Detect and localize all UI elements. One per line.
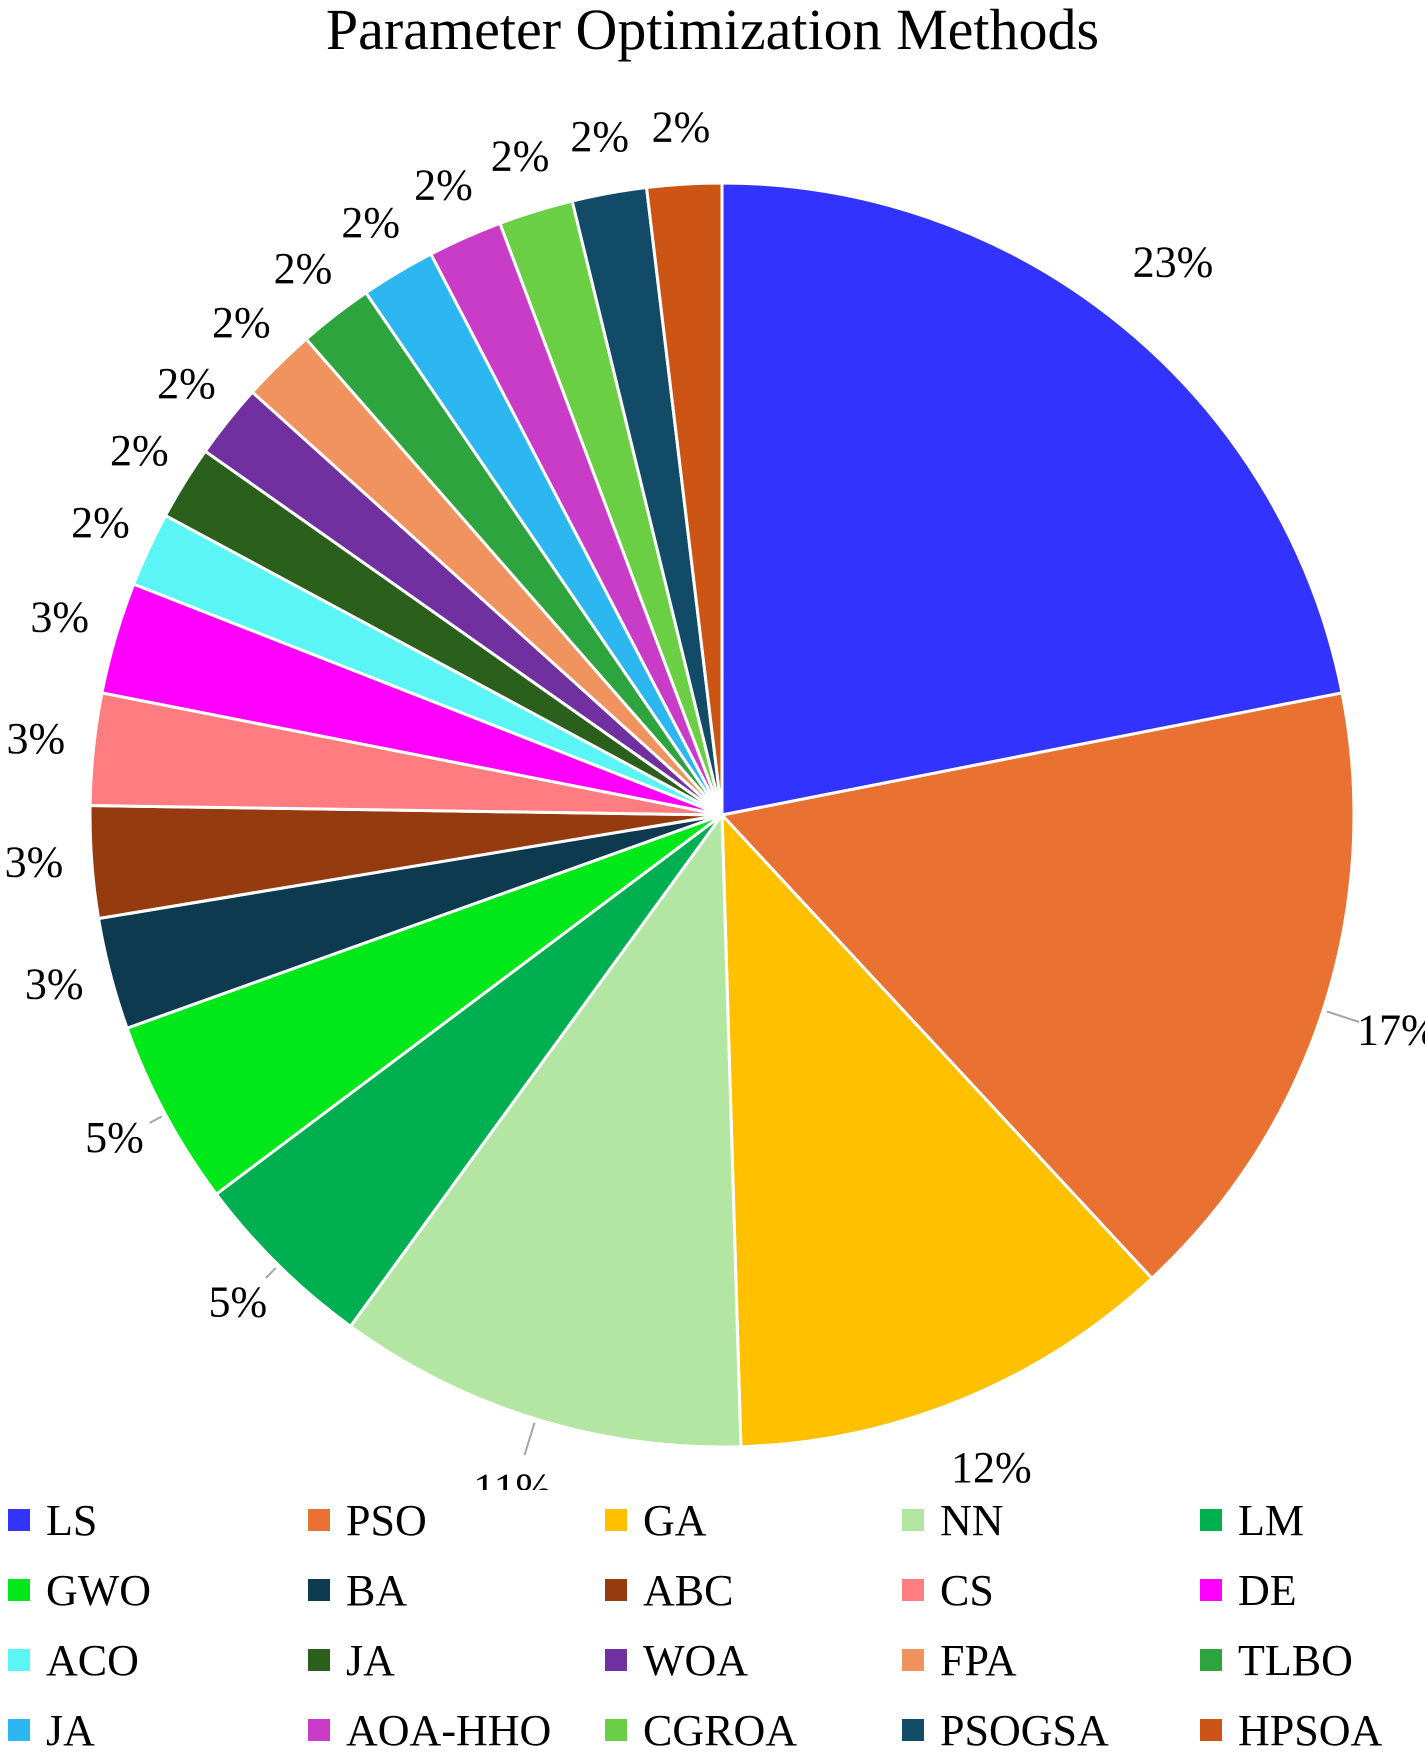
legend-label: CS bbox=[940, 1565, 994, 1615]
legend-swatch bbox=[8, 1579, 30, 1601]
legend-swatch bbox=[605, 1649, 627, 1671]
slice-label-5: 5% bbox=[85, 1113, 144, 1162]
legend-swatch bbox=[1200, 1509, 1222, 1531]
legend-item-psogsa-18: PSOGSA bbox=[902, 1700, 1109, 1760]
slice-label-0: 23% bbox=[1133, 238, 1214, 287]
pie-slice-pso-1 bbox=[719, 691, 1356, 1281]
legend-label: LM bbox=[1238, 1495, 1304, 1545]
legend-label: WOA bbox=[643, 1635, 749, 1685]
slice-label-1: 17% bbox=[1357, 1005, 1425, 1054]
legend-label: GWO bbox=[46, 1565, 152, 1615]
legend-item-woa-12: WOA bbox=[605, 1630, 748, 1690]
slice-label-16: 2% bbox=[414, 160, 473, 209]
legend-item-ja-15: JA bbox=[8, 1700, 95, 1760]
slice-label-19: 2% bbox=[652, 102, 711, 151]
pie-slice-nn-3 bbox=[348, 810, 743, 1449]
legend-label: LS bbox=[46, 1495, 98, 1545]
legend-item-ga-2: GA bbox=[605, 1490, 707, 1550]
legend-swatch bbox=[902, 1649, 924, 1671]
slice-label-11: 2% bbox=[110, 426, 169, 475]
pie-slice-lm-4 bbox=[214, 813, 724, 1329]
slice-label-15: 2% bbox=[341, 198, 400, 247]
legend-item-ja-11: JA bbox=[308, 1630, 395, 1690]
legend-item-aoa-hho-16: AOA-HHO bbox=[308, 1700, 551, 1760]
leader-line-3 bbox=[523, 1422, 536, 1456]
legend-swatch bbox=[1200, 1719, 1222, 1741]
slice-label-6: 3% bbox=[25, 960, 84, 1009]
legend-item-pso-1: PSO bbox=[308, 1490, 427, 1550]
slice-label-17: 2% bbox=[491, 131, 550, 180]
legend-item-lm-4: LM bbox=[1200, 1490, 1304, 1550]
legend-item-abc-7: ABC bbox=[605, 1560, 733, 1620]
legend-label: HPSOA bbox=[1238, 1705, 1383, 1755]
legend-swatch bbox=[8, 1509, 30, 1531]
slice-label-4: 5% bbox=[208, 1278, 267, 1327]
legend-label: PSO bbox=[346, 1495, 427, 1545]
slice-label-9: 3% bbox=[30, 593, 89, 642]
pie-slice-ls-0 bbox=[720, 181, 1344, 817]
legend-swatch bbox=[1200, 1579, 1222, 1601]
pie-chart: 23%17%12%11%5%5%3%3%3%3%2%2%2%2%2%2%2%2%… bbox=[5, 102, 1425, 1490]
legend-label: ACO bbox=[46, 1635, 139, 1685]
slice-label-13: 2% bbox=[212, 298, 271, 347]
pie-slice-ga-2 bbox=[720, 811, 1154, 1449]
legend-label: DE bbox=[1238, 1565, 1297, 1615]
legend-label: ABC bbox=[643, 1565, 734, 1615]
legend-swatch bbox=[308, 1579, 330, 1601]
legend-item-fpa-13: FPA bbox=[902, 1630, 1017, 1690]
pie-slice-hpsoa-19 bbox=[644, 181, 724, 816]
slice-label-18: 2% bbox=[570, 112, 629, 161]
legend-swatch bbox=[605, 1719, 627, 1741]
leader-line-1 bbox=[1326, 1010, 1360, 1023]
legend-swatch bbox=[8, 1719, 30, 1741]
slice-label-10: 2% bbox=[71, 498, 130, 547]
slice-label-12: 2% bbox=[157, 359, 216, 408]
slice-label-2: 12% bbox=[951, 1443, 1032, 1490]
pie-slice-gwo-5 bbox=[125, 813, 723, 1197]
legend-label: TLBO bbox=[1238, 1635, 1353, 1685]
legend-label: GA bbox=[643, 1495, 707, 1545]
legend-label: FPA bbox=[940, 1635, 1017, 1685]
legend-swatch bbox=[8, 1649, 30, 1671]
legend-item-cs-8: CS bbox=[902, 1560, 994, 1620]
legend-swatch bbox=[308, 1649, 330, 1671]
legend-label: JA bbox=[46, 1705, 95, 1755]
legend-label: NN bbox=[940, 1495, 1004, 1545]
legend-label: JA bbox=[346, 1635, 395, 1685]
legend-swatch bbox=[1200, 1649, 1222, 1671]
legend-swatch bbox=[308, 1719, 330, 1741]
slice-label-3: 11% bbox=[473, 1465, 552, 1490]
legend-item-aco-10: ACO bbox=[8, 1630, 139, 1690]
legend-swatch bbox=[902, 1719, 924, 1741]
chart-title: Parameter Optimization Methods bbox=[325, 0, 1100, 62]
leader-line-4 bbox=[265, 1267, 277, 1279]
legend-item-hpsoa-19: HPSOA bbox=[1200, 1700, 1382, 1760]
slice-label-7: 3% bbox=[5, 838, 64, 887]
legend-item-de-9: DE bbox=[1200, 1560, 1297, 1620]
legend-item-gwo-5: GWO bbox=[8, 1560, 151, 1620]
legend-swatch bbox=[605, 1509, 627, 1531]
legend-swatch bbox=[902, 1579, 924, 1601]
leader-line-5 bbox=[149, 1115, 163, 1124]
legend-label: CGROA bbox=[643, 1705, 798, 1755]
legend-item-nn-3: NN bbox=[902, 1490, 1004, 1550]
legend-swatch bbox=[308, 1509, 330, 1531]
legend-item-cgroa-17: CGROA bbox=[605, 1700, 797, 1760]
legend-swatch bbox=[902, 1509, 924, 1531]
legend-item-ls-0: LS bbox=[8, 1490, 97, 1550]
legend-item-ba-6: BA bbox=[308, 1560, 407, 1620]
slice-label-8: 3% bbox=[6, 714, 65, 763]
slice-label-14: 2% bbox=[274, 244, 333, 293]
legend-label: BA bbox=[346, 1565, 408, 1615]
legend-swatch bbox=[605, 1579, 627, 1601]
legend-item-tlbo-14: TLBO bbox=[1200, 1630, 1353, 1690]
legend-label: AOA-HHO bbox=[346, 1705, 552, 1755]
legend-label: PSOGSA bbox=[940, 1705, 1109, 1755]
